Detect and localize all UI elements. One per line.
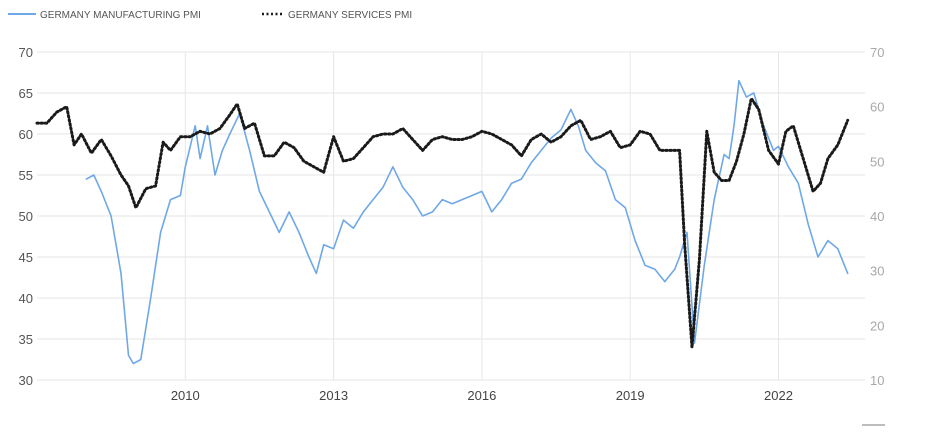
- y-right-tick-label: 40: [870, 209, 884, 224]
- y-left-tick-label: 30: [19, 373, 33, 388]
- gridlines: [37, 51, 865, 381]
- x-tick-label: 2019: [616, 388, 645, 403]
- y-right-tick-label: 10: [870, 373, 884, 388]
- y-right-tick-label: 30: [870, 264, 884, 279]
- y-left-tick-label: 70: [19, 45, 33, 60]
- x-tick-label: 2013: [319, 388, 348, 403]
- y-left-tick-label: 60: [19, 127, 33, 142]
- legend: GERMANY MANUFACTURING PMI GERMANY SERVIC…: [8, 10, 412, 21]
- y-left-tick-label: 40: [19, 291, 33, 306]
- x-tick-label: 2010: [171, 388, 200, 403]
- y-left-tick-label: 65: [19, 86, 33, 101]
- y-right-tick-label: 20: [870, 318, 884, 333]
- y-left-tick-label: 45: [19, 250, 33, 265]
- series-layer: [35, 79, 850, 365]
- right-axis-ticks: 70 60 50 40 30 20 10: [870, 45, 884, 388]
- x-tick-label: 2022: [764, 388, 793, 403]
- y-right-tick-label: 60: [870, 100, 884, 115]
- y-right-tick-label: 50: [870, 154, 884, 169]
- manufacturing-pmi-line: [85, 79, 849, 365]
- x-tick-label: 2016: [467, 388, 496, 403]
- y-left-tick-label: 35: [19, 332, 33, 347]
- left-axis-ticks: 70 65 60 55 50 45 40 35 30: [19, 45, 33, 388]
- legend-label-manufacturing: GERMANY MANUFACTURING PMI: [40, 10, 201, 21]
- x-axis-ticks: 2010 2013 2016 2019 2022: [171, 388, 793, 403]
- y-left-tick-label: 50: [19, 209, 33, 224]
- y-right-tick-label: 70: [870, 45, 884, 60]
- y-left-tick-label: 55: [19, 168, 33, 183]
- legend-label-services: GERMANY SERVICES PMI: [288, 10, 412, 21]
- services-pmi-line: [35, 97, 850, 349]
